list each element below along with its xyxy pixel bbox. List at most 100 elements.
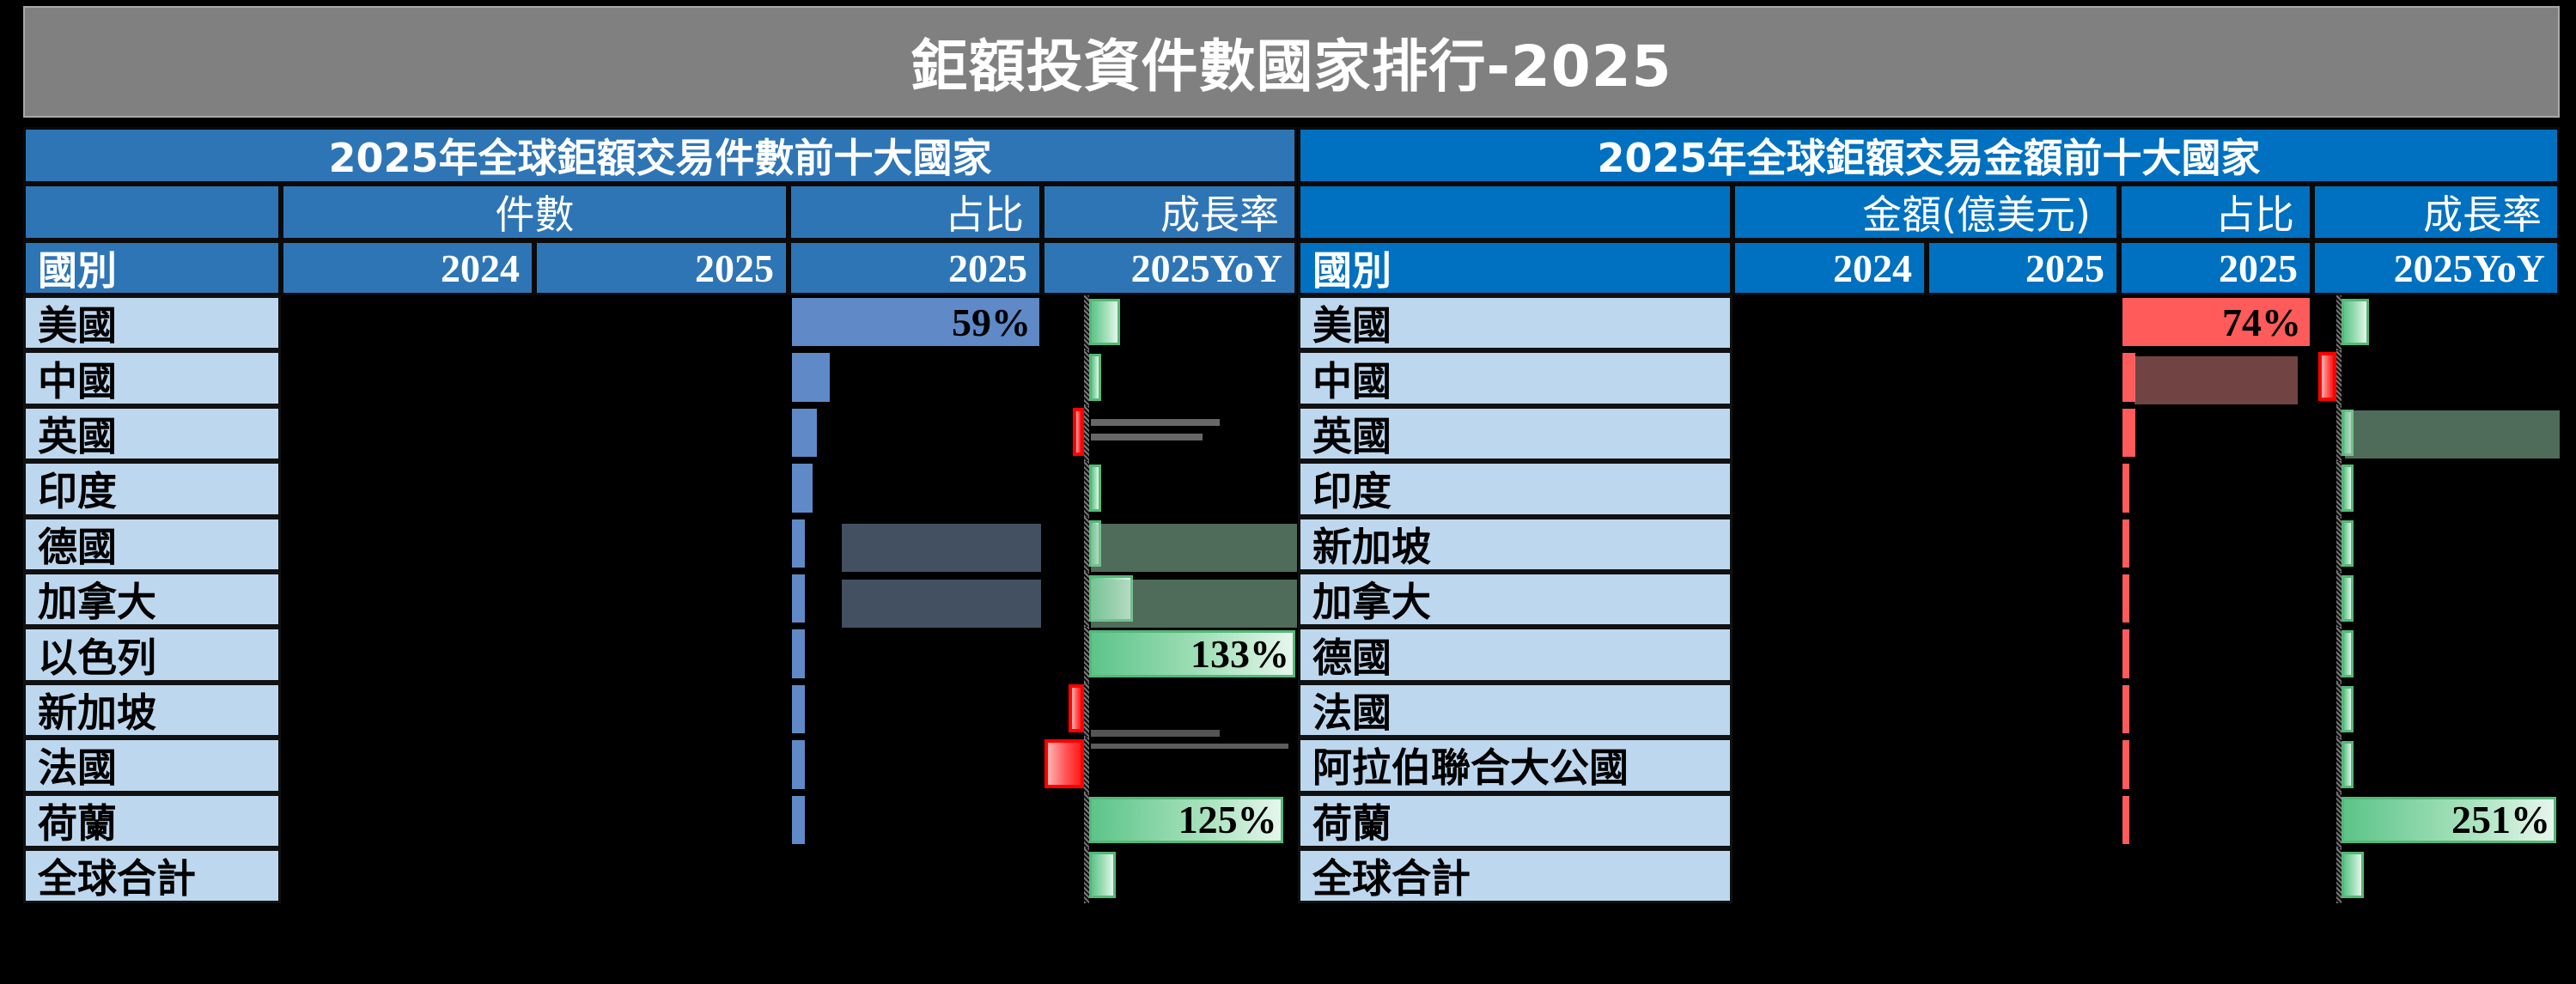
- header-group-amount: 金額(億美元): [1733, 184, 2119, 240]
- yoy-axis-line: [2336, 572, 2342, 628]
- yoy-axis-line: [1084, 738, 1089, 793]
- country-cell: 美國: [1298, 295, 1733, 351]
- share-bar: [792, 574, 805, 623]
- yoy-axis-line: [2336, 848, 2342, 904]
- yoy-axis-line: [2336, 350, 2342, 406]
- country-cell: 英國: [23, 405, 281, 462]
- table-title-amount: 2025年全球鉅額交易金額前十大國家: [1298, 127, 2560, 184]
- share-bar: [792, 740, 805, 789]
- yoy-bar-positive: [1089, 465, 1101, 512]
- header-group-growth: 成長率: [2312, 184, 2560, 240]
- yoy-bar-negative: [1072, 407, 1084, 457]
- ghost-bar: [842, 580, 1041, 628]
- country-cell: 以色列: [23, 627, 281, 683]
- header-2024: 2024: [281, 240, 534, 295]
- share-bar: [2122, 519, 2129, 568]
- yoy-axis-line: [1084, 682, 1089, 738]
- yoy-axis-line: [2336, 682, 2342, 738]
- country-cell: 新加坡: [23, 682, 281, 738]
- header-share-2025: 2025: [789, 240, 1042, 295]
- yoy-bar-positive: [2342, 852, 2364, 899]
- share-bar: [2122, 740, 2129, 789]
- country-cell: 中國: [1298, 350, 1733, 406]
- yoy-axis-line: [2336, 461, 2342, 517]
- header-country: 國別: [23, 240, 281, 295]
- yoy-bar-positive: [2342, 741, 2354, 788]
- share-bar: [2122, 795, 2129, 844]
- yoy-bar-positive: [2342, 575, 2354, 623]
- country-cell: 加拿大: [1298, 572, 1733, 628]
- header-blank: [23, 184, 281, 240]
- table-title-count: 2025年全球鉅額交易件數前十大國家: [23, 127, 1297, 184]
- yoy-bar-positive: [1089, 299, 1121, 346]
- country-cell: 中國: [23, 350, 281, 406]
- country-cell: 加拿大: [23, 572, 281, 628]
- ghost-line: [1091, 434, 1203, 440]
- yoy-bar-positive: [2342, 685, 2354, 733]
- share-bar: [792, 629, 805, 678]
- share-bar: [2122, 464, 2129, 513]
- yoy-axis-line: [1084, 848, 1089, 904]
- country-cell: 荷蘭: [1298, 793, 1733, 848]
- yoy-bar-positive: [2342, 465, 2354, 512]
- yoy-axis-line: [2336, 405, 2342, 462]
- ghost-line: [1091, 419, 1220, 426]
- share-bar: [792, 353, 830, 402]
- share-bar: [2122, 629, 2129, 678]
- yoy-bar-positive: [2342, 299, 2369, 346]
- country-cell: 印度: [1298, 461, 1733, 517]
- share-bar: [2122, 574, 2129, 623]
- country-cell: 阿拉伯聯合大公國: [1298, 738, 1733, 793]
- country-cell: 新加坡: [1298, 516, 1733, 572]
- share-bar: [792, 684, 805, 734]
- yoy-bar-positive: [2342, 630, 2354, 677]
- yoy-axis-line: [1084, 516, 1089, 572]
- ghost-bar: [842, 524, 1041, 572]
- yoy-bar-positive: 251%: [2342, 796, 2556, 843]
- header-group-growth: 成長率: [1042, 184, 1297, 240]
- country-cell: 法國: [23, 738, 281, 793]
- share-value: 74%: [2222, 300, 2301, 344]
- yoy-value: 125%: [1178, 798, 1277, 842]
- share-bar: [792, 464, 813, 513]
- yoy-axis-line: [2336, 295, 2342, 351]
- yoy-bar-positive: [1089, 852, 1116, 899]
- share-bar: 74%: [2122, 298, 2310, 347]
- yoy-axis-line: [1084, 461, 1089, 517]
- share-bar: 59%: [792, 298, 1039, 347]
- header-country: 國別: [1298, 240, 1733, 295]
- header-blank: [1298, 184, 1733, 240]
- yoy-axis-line: [2336, 627, 2342, 683]
- yoy-bar-negative: [2318, 352, 2336, 401]
- share-bar: [792, 519, 805, 568]
- header-group-share: 占比: [789, 184, 1042, 240]
- ghost-bar: [1091, 580, 1297, 628]
- header-share-2025: 2025: [2119, 240, 2312, 295]
- country-cell: 印度: [23, 461, 281, 517]
- yoy-axis-line: [1084, 627, 1089, 683]
- yoy-bar-negative: [1044, 739, 1084, 788]
- ghost-line: [1091, 730, 1220, 737]
- share-bar: [2122, 408, 2135, 458]
- header-2025: 2025: [1927, 240, 2119, 295]
- header-group-share: 占比: [2119, 184, 2312, 240]
- country-cell: 英國: [1298, 405, 1733, 462]
- country-cell: 法國: [1298, 682, 1733, 738]
- yoy-bar-negative: [1069, 683, 1084, 733]
- yoy-bar-positive: 125%: [1089, 796, 1283, 843]
- country-cell: 全球合計: [1298, 848, 1733, 904]
- ghost-bar: [2345, 410, 2560, 459]
- ghost-line: [1091, 744, 1288, 749]
- country-cell: 全球合計: [23, 848, 281, 904]
- yoy-bar-positive: [2342, 519, 2354, 567]
- yoy-axis-line: [2336, 793, 2342, 848]
- share-value: 59%: [952, 300, 1031, 344]
- country-cell: 德國: [1298, 627, 1733, 683]
- share-bar: [2122, 684, 2129, 734]
- share-bar: [792, 795, 805, 844]
- yoy-axis-line: [1084, 793, 1089, 848]
- share-bar: [792, 408, 818, 458]
- ghost-bar: [1091, 524, 1297, 572]
- yoy-value: 133%: [1191, 632, 1289, 677]
- yoy-axis-line: [1084, 572, 1089, 628]
